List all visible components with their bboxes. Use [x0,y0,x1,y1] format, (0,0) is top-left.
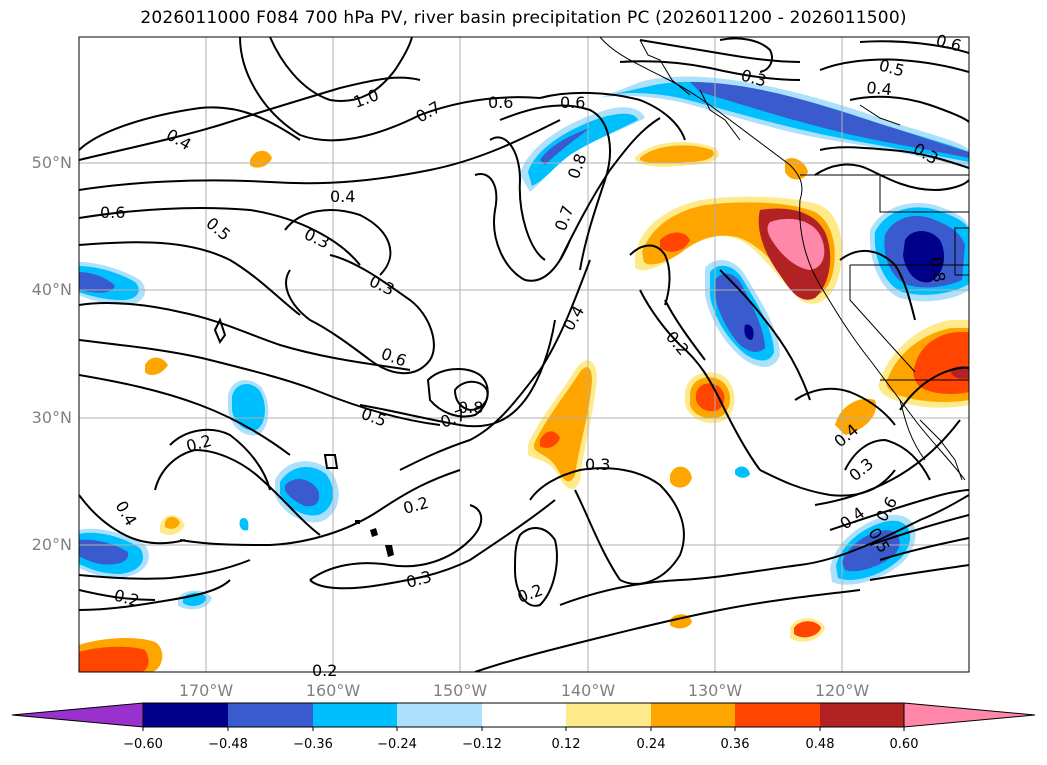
colorbar-tick: 0.24 [636,737,666,752]
plot-frame [78,36,970,673]
pv-contours [79,37,969,672]
colorbar-tick: 0.12 [551,737,581,752]
map-title: 2026011000 F084 700 hPa PV, river basin … [140,8,907,28]
contour-label: 0.8 [458,398,483,417]
coastlines [599,37,969,481]
contour-label: 0.5 [359,404,389,431]
precipitation-shading [79,76,969,672]
lon-label-120w: 120°W [814,681,870,700]
contour-label: 0.6 [100,203,125,222]
lat-label-40n: 40°N [31,280,72,299]
contour-label: 0.8 [926,255,949,283]
colorbar-tick: −0.60 [123,737,163,752]
lat-label-50n: 50°N [31,153,72,172]
graticule [79,37,969,672]
colorbar-tick: 0.36 [720,737,750,752]
colorbar-bin [820,703,904,727]
contour-label: 0.2 [312,661,337,680]
lat-label-30n: 30°N [31,408,72,427]
colorbar-tick: −0.48 [208,737,248,752]
contour-label: 0.6 [560,93,585,112]
colorbar-tick: −0.12 [462,737,502,752]
colorbar [11,702,1036,731]
contour-label: 0.4 [559,302,588,334]
contour-label: 0.6 [488,93,513,112]
colorbar-bin [566,703,651,727]
contour-label: 0.2 [662,327,693,359]
lon-label-150w: 150°W [432,681,488,700]
contour-label: 0.5 [202,214,234,245]
contour-label: 0.3 [404,567,434,592]
contour-label: 0.7 [413,97,445,126]
colorbar-bin [482,703,566,727]
contour-label: 0.3 [301,224,332,252]
colorbar-extend-min [11,702,144,728]
colorbar-tick: 0.60 [889,737,919,752]
colorbar-bin [143,703,228,727]
colorbar-extend-max [903,702,1036,728]
contour-label: 0.7 [551,203,578,233]
lon-label-130w: 130°W [687,681,743,700]
colorbar-bin [735,703,820,727]
contour-label: 0.2 [515,580,545,607]
colorbar-tick: −0.36 [293,737,333,752]
colorbar-bin [313,703,397,727]
contour-label: 0.6 [934,31,964,56]
colorbar-bin [228,703,313,727]
contour-label: 0.2 [401,493,431,518]
contour-label: 0.4 [163,125,195,154]
lon-label-140w: 140°W [560,681,616,700]
contour-label: 0.4 [330,187,355,206]
contour-label: 0.2 [112,586,142,611]
lon-label-160w: 160°W [305,681,361,700]
contour-label: 0.3 [585,455,610,474]
colorbar-tick: 0.48 [805,737,835,752]
contour-label: 0.4 [112,498,141,530]
colorbar-bin [651,703,735,727]
colorbar-bin [397,703,482,727]
contour-label: 0.3 [366,271,397,299]
contour-label: 0.4 [866,78,893,99]
lat-label-20n: 20°N [31,535,72,554]
lon-label-170w: 170°W [178,681,234,700]
colorbar-tick: −0.24 [377,737,417,752]
contour-label: 0.3 [845,454,877,485]
